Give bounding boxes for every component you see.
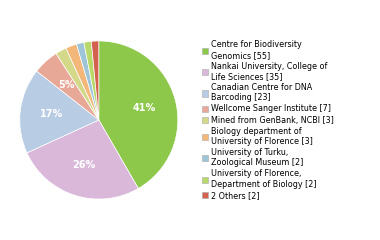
Wedge shape (56, 48, 99, 120)
Text: 17%: 17% (40, 109, 63, 119)
Wedge shape (27, 120, 138, 199)
Wedge shape (91, 41, 99, 120)
Text: 5%: 5% (59, 80, 75, 90)
Wedge shape (99, 41, 178, 188)
Text: 41%: 41% (133, 103, 156, 113)
Wedge shape (20, 71, 99, 153)
Wedge shape (76, 42, 99, 120)
Wedge shape (66, 44, 99, 120)
Text: 26%: 26% (73, 160, 96, 170)
Legend: Centre for Biodiversity
Genomics [55], Nankai University, College of
Life Scienc: Centre for Biodiversity Genomics [55], N… (201, 40, 334, 200)
Wedge shape (37, 54, 99, 120)
Wedge shape (84, 41, 99, 120)
